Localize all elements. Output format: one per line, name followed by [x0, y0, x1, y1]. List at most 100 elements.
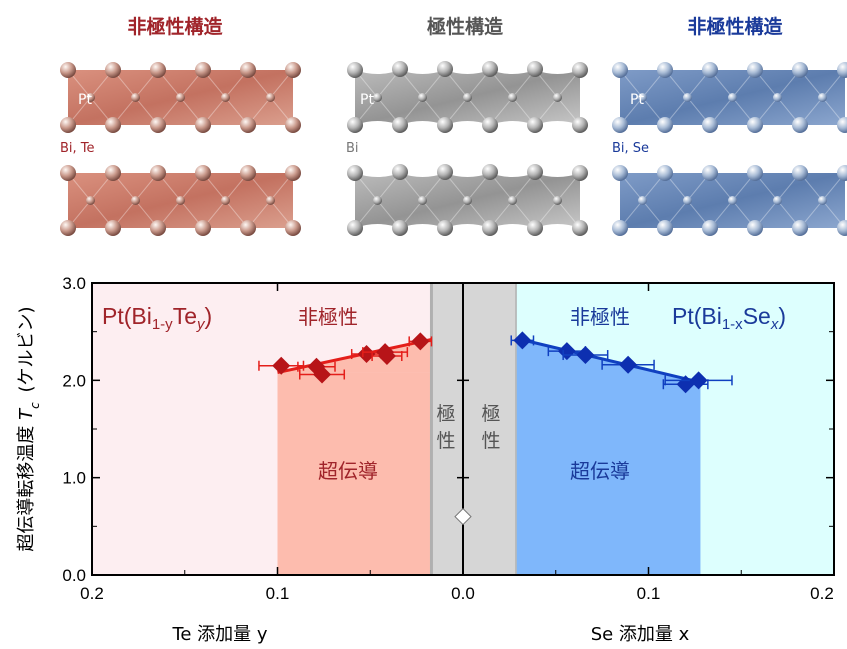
atom-bottom: [837, 220, 847, 236]
atom-inner: [131, 196, 140, 205]
atom-bottom: [657, 220, 673, 236]
atom-top: [527, 61, 543, 77]
atom-bottom: [747, 220, 763, 236]
atom-bottom: [347, 117, 363, 133]
atom-top: [437, 61, 453, 77]
formula-right: Pt(Bi1-xSex): [672, 303, 786, 333]
x-axis-label-left: Te 添加量 y: [171, 624, 267, 645]
atom-inner: [773, 196, 782, 205]
atom-bottom: [612, 220, 628, 236]
label-polar-left-1: 極: [436, 403, 455, 425]
header-middle-polar-structure: 極性構造: [426, 16, 503, 38]
atom-bottom: [747, 117, 763, 133]
atom-inner: [818, 196, 827, 205]
atom-bottom: [195, 117, 211, 133]
x-tick-label-left: 0.2: [80, 584, 104, 603]
atom-inner: [638, 93, 647, 102]
atom-top: [792, 62, 808, 78]
data-point: [689, 371, 708, 390]
atom-top: [657, 62, 673, 78]
atom-inner: [418, 93, 427, 102]
atom-bottom: [437, 220, 453, 236]
atom-inner: [463, 93, 472, 102]
layer-label-middle: Bi: [346, 141, 359, 156]
x-tick-label-left: 0.0: [451, 584, 475, 603]
data-point: [411, 332, 430, 351]
atom-inner: [221, 196, 230, 205]
label-left-nonpolar: 非極性: [298, 305, 358, 329]
atom-inner: [818, 93, 827, 102]
label-left-superconducting: 超伝導: [318, 459, 378, 483]
atom-top: [105, 165, 121, 181]
x-tick-label-right: 0.1: [637, 584, 661, 603]
atom-inner: [553, 196, 562, 205]
atom-top: [747, 62, 763, 78]
atom-bottom: [437, 117, 453, 133]
crystal-left: [60, 62, 301, 236]
label-polar-right-2: 性: [481, 430, 500, 452]
atom-top: [482, 61, 498, 77]
atom-bottom: [837, 117, 847, 133]
layer-label-right: Bi, Se: [612, 141, 649, 156]
atom-top: [747, 165, 763, 181]
atom-top: [392, 164, 408, 180]
atom-inner: [508, 196, 517, 205]
atom-bottom: [702, 117, 718, 133]
atom-top: [195, 165, 211, 181]
atom-bottom: [657, 117, 673, 133]
atom-inner: [176, 196, 185, 205]
atom-bottom: [792, 220, 808, 236]
data-point: [313, 365, 332, 384]
fit-line-1: [516, 337, 701, 384]
atom-bottom: [572, 220, 588, 236]
atom-inner: [683, 93, 692, 102]
atom-top: [285, 62, 301, 78]
crystal-right: [612, 62, 847, 236]
atom-top: [195, 62, 211, 78]
data-point: [377, 347, 396, 365]
atom-top: [240, 62, 256, 78]
atom-inner: [638, 196, 647, 205]
atom-top: [392, 61, 408, 77]
atom-inner: [373, 93, 382, 102]
data-point: [576, 346, 595, 365]
atom-top: [347, 165, 363, 181]
atom-inner: [463, 196, 472, 205]
x-tick-label-left: 0.1: [266, 584, 290, 603]
y-tick-label: 2.0: [62, 371, 86, 390]
atom-bottom: [150, 117, 166, 133]
pt-label-right: Pt: [630, 92, 644, 108]
atom-top: [837, 62, 847, 78]
atom-top: [837, 165, 847, 181]
atom-bottom: [392, 220, 408, 236]
header-right-nonpolar-structure: 非極性構造: [687, 16, 783, 38]
y-tick-label: 3.0: [62, 274, 86, 293]
atom-bottom: [527, 117, 543, 133]
atom-inner: [728, 93, 737, 102]
x-axis-label-right: Se 添加量 x: [591, 624, 690, 645]
atom-inner: [86, 196, 95, 205]
region-left-nonpolar-bg: [92, 283, 278, 575]
label-polar-left-2: 性: [436, 430, 455, 452]
label-right-superconducting: 超伝導: [570, 459, 630, 483]
x-tick-label-right: 0.2: [810, 584, 834, 603]
atom-bottom: [285, 220, 301, 236]
atom-bottom: [150, 220, 166, 236]
atom-inner: [176, 93, 185, 102]
atom-bottom: [612, 117, 628, 133]
atom-bottom: [60, 117, 76, 133]
atom-top: [612, 165, 628, 181]
atom-inner: [683, 196, 692, 205]
region-right-superconducting: [516, 338, 701, 575]
atom-top: [150, 165, 166, 181]
atom-top: [657, 165, 673, 181]
atom-bottom: [240, 220, 256, 236]
atom-top: [702, 165, 718, 181]
atom-inner: [221, 93, 230, 102]
data-point: [272, 356, 291, 375]
atom-inner: [553, 93, 562, 102]
y-tick-label: 0.0: [62, 566, 86, 585]
atom-inner: [418, 196, 427, 205]
atom-bottom: [285, 117, 301, 133]
